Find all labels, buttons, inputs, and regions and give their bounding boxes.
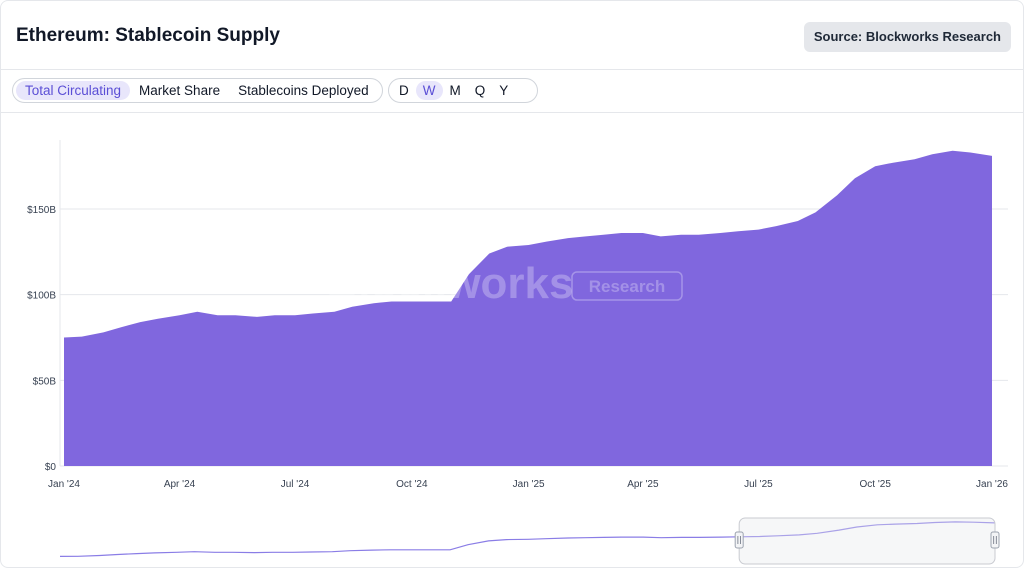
navigator-line	[59, 521, 996, 557]
data-point[interactable]	[602, 233, 606, 237]
chart-title: Ethereum: Stablecoin Supply	[16, 25, 280, 46]
data-point[interactable]	[156, 317, 160, 321]
data-point[interactable]	[835, 193, 839, 197]
data-point[interactable]	[233, 313, 237, 317]
data-point[interactable]	[968, 150, 972, 154]
data-point[interactable]	[293, 313, 297, 317]
navigator-right-handle[interactable]	[990, 531, 1000, 549]
x-tick-label: Apr '25	[627, 479, 659, 490]
data-point[interactable]	[332, 310, 336, 314]
data-point[interactable]	[853, 176, 857, 180]
data-point[interactable]	[467, 272, 471, 276]
data-point[interactable]	[505, 245, 509, 249]
data-point[interactable]	[679, 233, 683, 237]
data-point[interactable]	[566, 236, 570, 240]
blockworks-watermark: Blockworks Research	[327, 259, 683, 308]
data-point[interactable]	[736, 229, 740, 233]
data-point[interactable]	[951, 149, 955, 153]
metric-market-share-button[interactable]: Market Share	[139, 83, 221, 98]
data-point[interactable]	[273, 313, 277, 317]
x-tick-label: Jul '25	[744, 479, 773, 490]
metric-stablecoins-deployed-button[interactable]: Stablecoins Deployed	[238, 83, 369, 98]
watermark-brand: Blockworks	[327, 259, 574, 308]
period-selector: D W M Q Y	[388, 78, 538, 103]
data-point[interactable]	[119, 325, 123, 329]
data-point[interactable]	[311, 312, 315, 316]
data-point[interactable]	[390, 300, 394, 304]
data-point[interactable]	[527, 243, 531, 247]
x-tick-label: Jan '25	[513, 479, 545, 490]
data-point[interactable]	[80, 335, 84, 339]
supply-area	[64, 150, 992, 466]
axes: $0 $50B $100B $150B Jan '24 Apr '24 Jul '24 Oct…	[27, 149, 1008, 490]
navigator-window[interactable]	[738, 517, 996, 565]
data-point[interactable]	[255, 315, 259, 319]
data-point[interactable]	[930, 152, 934, 156]
x-tick-label: Apr '24	[164, 479, 196, 490]
data-point[interactable]	[216, 313, 220, 317]
data-point[interactable]	[350, 305, 354, 309]
data-point[interactable]	[195, 310, 199, 314]
data-point[interactable]	[449, 300, 453, 304]
data-point[interactable]	[891, 161, 895, 165]
data-point[interactable]	[990, 154, 994, 158]
y-tick-label: $150B	[27, 205, 56, 216]
watermark-badge-outline	[571, 271, 683, 301]
period-m-button[interactable]: M	[449, 83, 461, 98]
data-point[interactable]	[814, 210, 818, 214]
data-point[interactable]	[584, 234, 588, 238]
y-tick-label: $50B	[33, 376, 57, 387]
data-point[interactable]	[659, 234, 663, 238]
data-point[interactable]	[873, 164, 877, 168]
data-point[interactable]	[372, 301, 376, 305]
period-y-button[interactable]: Y	[499, 83, 509, 98]
data-point[interactable]	[101, 330, 105, 334]
data-point[interactable]	[641, 231, 645, 235]
watermark-badge: Research	[589, 277, 666, 296]
data-point[interactable]	[756, 228, 760, 232]
x-tick-label: Jan '26	[976, 479, 1008, 490]
period-d-button[interactable]: D	[399, 83, 409, 98]
data-point[interactable]	[138, 320, 142, 324]
metric-total-circulating-button[interactable]: Total Circulating	[16, 81, 131, 100]
x-tick-label: Jan '24	[48, 479, 80, 490]
x-tick-label: Oct '25	[860, 479, 892, 490]
data-point[interactable]	[544, 240, 548, 244]
chart-controls: Total Circulating Market Share Stablecoi…	[1, 70, 1023, 113]
x-tick-label: Jul '24	[281, 479, 310, 490]
x-tick-label: Oct '24	[396, 479, 428, 490]
y-tick-label: $100B	[27, 291, 56, 302]
data-point[interactable]	[774, 224, 778, 228]
data-point[interactable]	[428, 300, 432, 304]
navigator-left-handle[interactable]	[734, 531, 744, 549]
range-navigator[interactable]	[59, 517, 1000, 565]
data-point[interactable]	[697, 233, 701, 237]
metric-selector: Total Circulating Market Share Stablecoi…	[12, 78, 383, 103]
data-point[interactable]	[796, 219, 800, 223]
data-point[interactable]	[178, 313, 182, 317]
y-tick-label: $0	[45, 462, 57, 473]
data-point[interactable]	[619, 231, 623, 235]
data-point[interactable]	[913, 157, 917, 161]
period-w-button[interactable]: W	[415, 81, 443, 100]
data-point[interactable]	[487, 252, 491, 256]
source-badge[interactable]: Source: Blockworks Research	[803, 22, 1011, 52]
data-point[interactable]	[718, 231, 722, 235]
chart-header: Ethereum: Stablecoin Supply Source: Bloc…	[1, 1, 1023, 70]
period-q-button[interactable]: Q	[474, 83, 486, 98]
data-point[interactable]	[62, 336, 66, 340]
data-point[interactable]	[410, 300, 414, 304]
